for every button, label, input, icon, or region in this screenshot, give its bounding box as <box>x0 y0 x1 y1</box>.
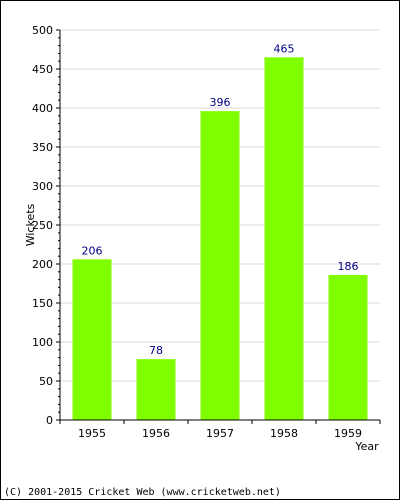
y-tick-label: 200 <box>32 258 53 271</box>
axes <box>56 29 381 424</box>
x-axis-title: Year <box>354 440 379 453</box>
bar-1955 <box>72 259 112 420</box>
y-tick-label: 450 <box>32 63 53 76</box>
y-tick-labels: 0 50 100 150 200 250 300 350 400 450 500 <box>32 24 53 427</box>
bar-1956 <box>136 359 176 420</box>
y-tick-label: 50 <box>39 375 53 388</box>
y-tick-label: 150 <box>32 297 53 310</box>
bar-1958 <box>264 57 304 421</box>
data-label-1957: 396 <box>210 96 231 109</box>
x-tick-label-1955: 1955 <box>78 427 106 440</box>
bar-1957 <box>200 111 240 421</box>
x-tick-labels: 1955 1956 1957 1958 1959 <box>78 427 362 440</box>
y-tick-label: 0 <box>46 414 53 427</box>
x-tick-label-1959: 1959 <box>334 427 362 440</box>
y-tick-label: 300 <box>32 180 53 193</box>
data-labels: 206 78 396 465 186 <box>82 42 359 357</box>
bar-1959 <box>328 274 368 420</box>
y-tick-label: 500 <box>32 24 53 37</box>
data-label-1955: 206 <box>82 244 103 257</box>
data-label-1958: 465 <box>274 42 295 55</box>
y-tick-label: 250 <box>32 219 53 232</box>
data-label-1959: 186 <box>338 260 359 273</box>
bars <box>72 57 368 421</box>
y-tick-label: 400 <box>32 102 53 115</box>
y-axis-title: Wickets <box>24 203 37 246</box>
x-tick-label-1957: 1957 <box>206 427 234 440</box>
y-tick-label: 350 <box>32 141 53 154</box>
copyright-text: (C) 2001-2015 Cricket Web (www.cricketwe… <box>4 487 281 498</box>
data-label-1956: 78 <box>149 344 163 357</box>
y-tick-label: 100 <box>32 336 53 349</box>
x-tick-label-1956: 1956 <box>142 427 170 440</box>
grid-lines <box>60 29 380 382</box>
x-tick-label-1958: 1958 <box>270 427 298 440</box>
